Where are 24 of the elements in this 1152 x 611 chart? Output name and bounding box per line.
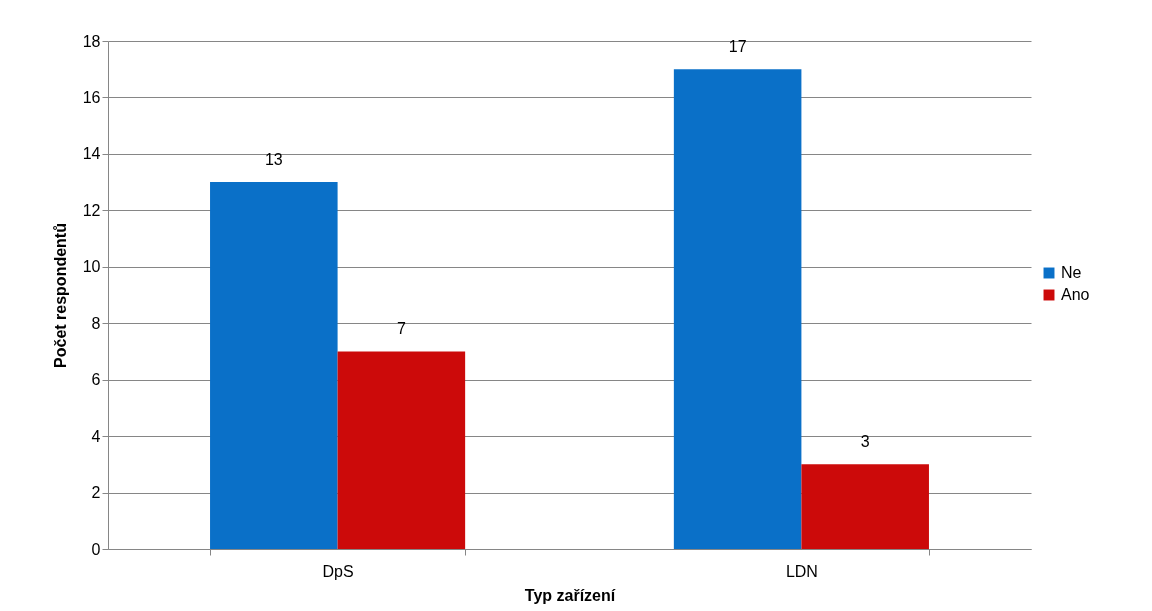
legend-label: Ne [1061,264,1082,281]
y-tick-label: 14 [82,145,101,163]
legend-label: Ano [1061,286,1090,303]
y-tick-label: 16 [82,88,101,106]
data-label: 17 [728,38,747,56]
x-tick-label: LDN [785,562,818,580]
y-axis-title: Počet respondentů [51,223,69,368]
y-tick-label: 10 [82,258,101,276]
y-tick-label: 0 [91,540,101,558]
y-tick-label: 6 [91,371,101,389]
y-tick-label: 4 [91,427,101,445]
bar [210,182,338,549]
y-tick-label: 12 [82,201,101,219]
bar [673,69,802,549]
y-tick-label: 8 [91,314,101,332]
bar [801,464,929,549]
bar [337,351,466,549]
y-tick-label: 2 [91,484,101,502]
data-label: 3 [860,433,870,451]
y-tick-label: 18 [82,32,101,50]
data-label: 7 [396,320,406,338]
data-label: 13 [264,151,283,169]
x-tick-label: DpS [322,562,354,580]
x-axis-title: Typ zařízení [524,586,616,604]
